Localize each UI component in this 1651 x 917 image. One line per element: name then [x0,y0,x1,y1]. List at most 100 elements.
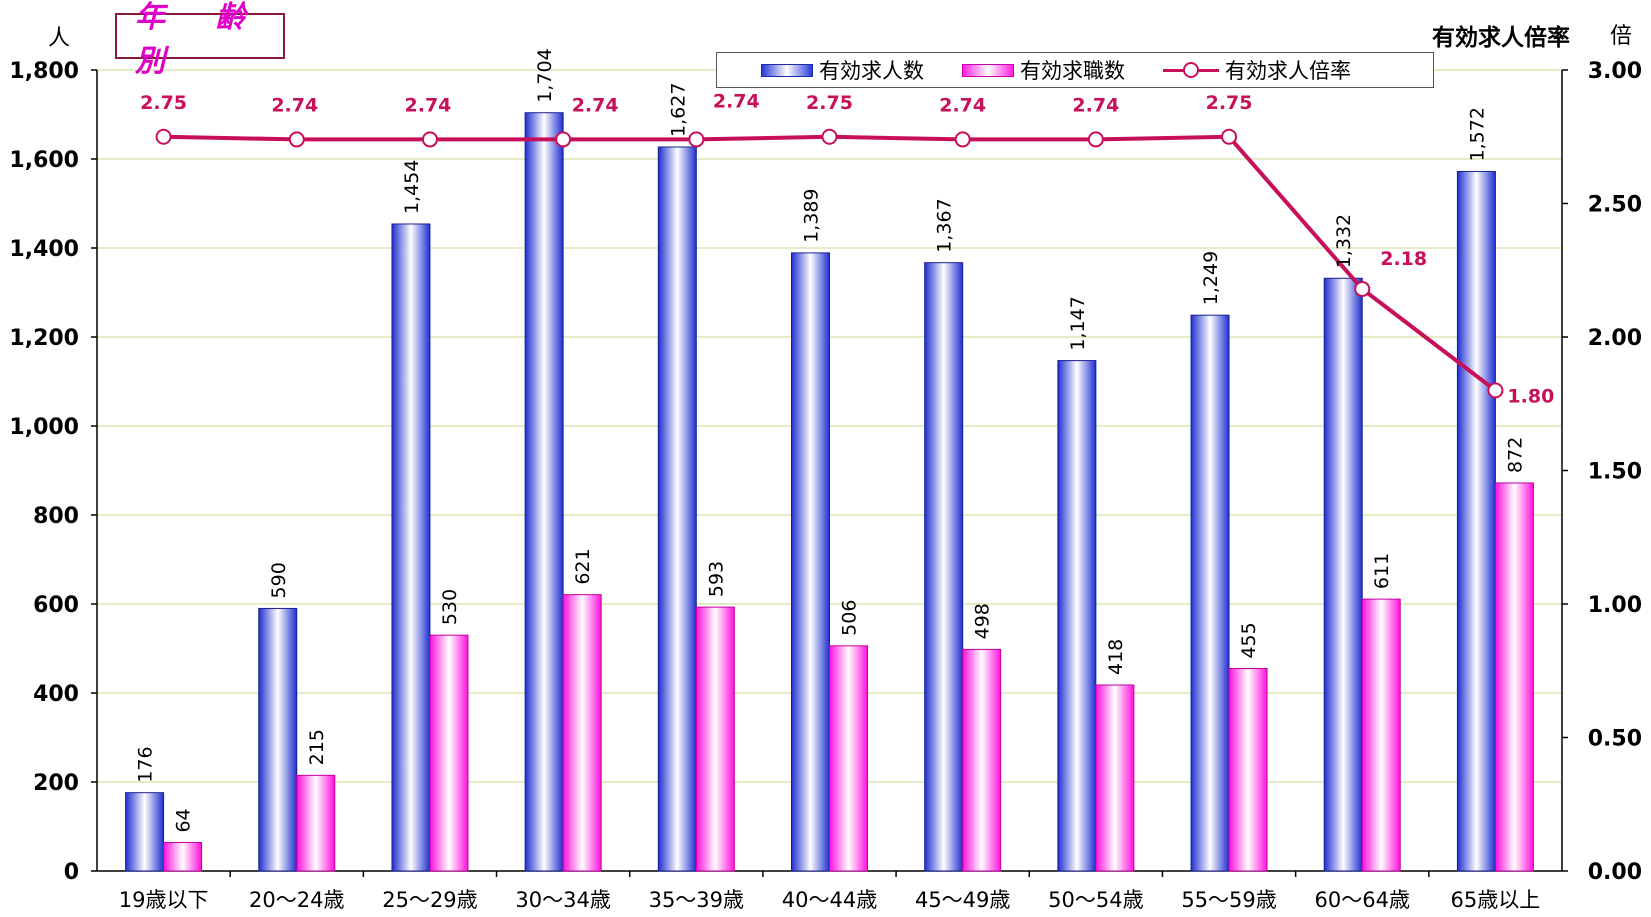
data-label-job-seekers: 506 [839,600,861,636]
left-tick-label: 600 [33,593,79,618]
data-label-ratio: 2.75 [140,92,187,114]
data-label-job-openings: 1,572 [1466,107,1488,161]
data-label-job-seekers: 593 [705,561,727,597]
data-label-job-openings: 1,454 [401,160,423,214]
left-tick-label: 1,600 [9,148,79,173]
ratio-point [421,131,438,148]
right-tick-label: 0.00 [1588,860,1642,885]
x-tick-label: 20～24歳 [249,888,344,912]
right-tick-label: 3.00 [1588,59,1642,84]
bar-job-seekers [829,645,868,872]
data-label-job-seekers: 498 [972,603,994,639]
data-label-job-seekers: 611 [1371,553,1393,589]
left-tick-label: 1,000 [9,415,79,440]
data-label-ratio: 2.74 [939,94,986,116]
ratio-point [1354,280,1371,297]
data-label-job-openings: 1,389 [801,188,823,242]
data-label-ratio: 2.74 [713,90,760,112]
data-label-job-seekers: 215 [306,729,328,765]
bar-job-seekers [163,842,203,872]
bars [125,112,1534,872]
left-tick-label: 1,400 [9,237,79,262]
data-label-ratio: 2.74 [271,94,318,116]
data-label-ratio: 2.74 [572,94,619,116]
right-tick-label: 1.50 [1588,460,1642,485]
data-label-job-openings: 1,367 [934,198,956,252]
legend-item-job-openings: 有効求人数 [761,55,924,85]
ratio-point [555,131,572,148]
x-tick-label: 19歳以下 [119,888,209,912]
data-label-ratio: 2.18 [1380,248,1427,270]
legend-label: 有効求職数 [1020,59,1125,83]
x-tick-label: 50～54歳 [1048,888,1143,912]
bar-job-openings [791,252,830,872]
data-label-job-openings: 176 [135,746,157,782]
ratio-point [1487,382,1504,399]
legend-line-marker [1163,62,1219,78]
ratio-point [1221,128,1238,145]
bar-job-openings [1456,170,1496,872]
left-tick-label: 400 [33,682,79,707]
x-tick-label: 60～64歳 [1315,888,1410,912]
data-label-job-openings: 1,627 [667,83,689,137]
bar-job-seekers [962,648,1002,872]
left-tick-label: 0 [64,860,79,885]
ratio-point [1087,131,1104,148]
x-tick-label: 25～29歳 [382,888,477,912]
ratio-point [954,131,971,148]
chart-title-box: 年 齢 別 [115,0,285,79]
right-axis-title: 有効求人倍率 [1432,25,1570,51]
data-label-job-openings: 1,249 [1200,251,1222,305]
x-tick-label: 35～39歳 [649,888,744,912]
right-tick-label: 2.50 [1588,193,1642,218]
data-label-job-openings: 1,332 [1333,214,1355,268]
data-label-job-seekers: 64 [173,808,195,832]
data-label-job-openings: 590 [268,562,290,598]
left-tick-label: 200 [33,771,79,796]
legend-swatch-pink [962,63,1014,77]
bar-job-openings [924,262,964,872]
data-label-ratio: 2.74 [1072,94,1119,116]
bar-job-seekers [1095,684,1135,872]
data-label-job-seekers: 530 [439,589,461,625]
data-label-ratio: 2.74 [405,94,452,116]
x-tick-label: 45～49歳 [915,888,1010,912]
ratio-point [821,128,838,145]
bar-job-openings [524,112,564,872]
data-labels: 176 64 590 215 1,454 530 1,704 621 1,627 593 1,389… [135,48,1555,832]
left-tick-label: 1,200 [9,326,79,351]
legend-item-ratio: 有効求人倍率 [1163,55,1351,85]
data-label-ratio: 1.80 [1507,385,1554,407]
x-tick-label: 40～44歳 [782,888,877,912]
bar-job-openings [391,223,431,872]
data-label-job-openings: 1,704 [534,48,556,102]
legend-label: 有効求人数 [819,59,924,83]
bar-job-seekers [1361,598,1401,872]
left-axis-unit: 人 [48,26,71,51]
x-tick-label: 55～59歳 [1181,888,1276,912]
bar-job-seekers [695,606,735,872]
x-tick-label: 65歳以上 [1451,888,1541,912]
legend-item-job-seekers: 有効求職数 [962,55,1125,85]
data-label-ratio: 2.75 [1206,92,1253,114]
data-label-job-seekers: 455 [1238,622,1260,658]
right-tick-label: 0.50 [1588,727,1642,752]
data-label-ratio: 2.75 [806,92,853,114]
bar-job-openings [258,607,298,872]
bar-job-seekers [429,634,469,872]
legend-swatch-blue [761,63,813,77]
bar-job-seekers [296,774,336,872]
bar-job-openings [657,146,697,872]
ratio-point [155,128,172,145]
right-tick-label: 1.00 [1588,593,1642,618]
ratio-point [688,131,705,148]
bar-job-seekers [562,594,602,872]
bar-job-openings [125,792,165,872]
data-label-job-seekers: 621 [572,548,594,584]
right-tick-label: 2.00 [1588,326,1642,351]
left-tick-label: 1,800 [9,59,79,84]
bar-job-openings [1323,277,1363,872]
data-label-job-openings: 1,147 [1067,296,1089,350]
bar-job-seekers [1228,668,1268,872]
